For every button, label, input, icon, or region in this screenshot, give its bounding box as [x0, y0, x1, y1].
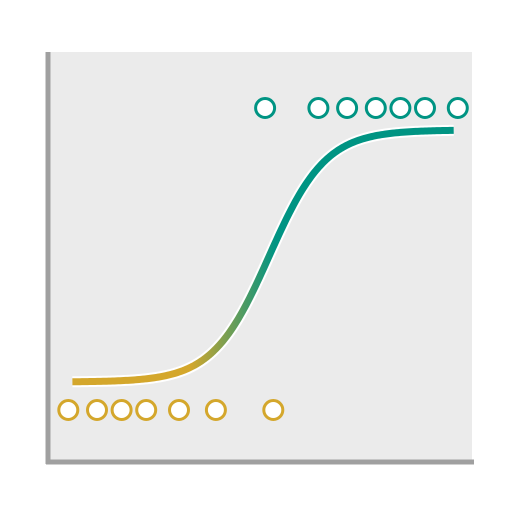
data-point-y0	[57, 399, 80, 421]
data-point-y0	[86, 399, 108, 421]
data-point-y0	[135, 399, 158, 421]
data-point-y0	[262, 399, 285, 421]
data-points-layer	[57, 97, 469, 421]
data-point-y1	[414, 97, 436, 119]
fit-curve-layer	[68, 124, 458, 388]
data-point-y0	[168, 399, 190, 421]
data-point-y0	[204, 399, 227, 421]
fit-curve	[70, 126, 456, 386]
data-point-y0	[110, 399, 133, 421]
data-point-y1	[446, 97, 469, 119]
data-point-y1	[364, 97, 387, 119]
data-point-y1	[307, 97, 330, 119]
plot-panel	[48, 52, 472, 462]
data-point-y1	[254, 97, 277, 119]
data-point-y1	[389, 97, 412, 119]
data-point-y1	[336, 97, 359, 119]
